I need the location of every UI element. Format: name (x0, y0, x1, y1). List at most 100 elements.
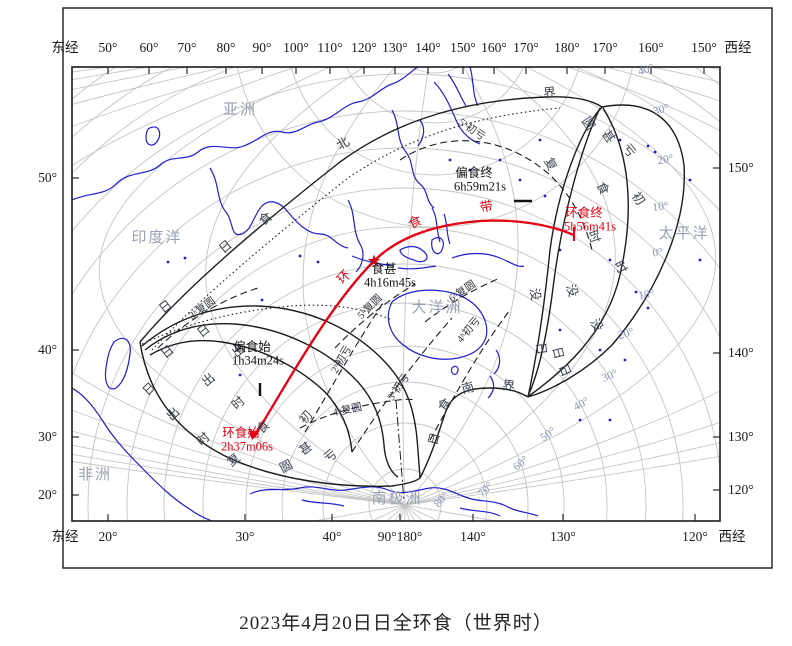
polar-meridian-ray (394, 504, 406, 521)
axis-label-top: 80° (217, 40, 236, 55)
annular-central-line (255, 219, 575, 435)
axis-label-top: 东经 (52, 40, 79, 55)
meridian-curve (72, 67, 406, 506)
australia-coastline (387, 289, 488, 360)
sunrise-oval-innermost (149, 339, 353, 453)
curve-character: 食 (435, 395, 455, 414)
curve-character: 界 (543, 85, 557, 100)
caspian-lake (145, 126, 161, 146)
axis-label-right: 140° (728, 345, 754, 360)
korea-coastline (417, 119, 425, 147)
axis-label-bottom: 120° (682, 529, 708, 544)
curve-character: 时 (585, 229, 602, 246)
geo-label: 亚洲 (223, 102, 257, 118)
sunset-oval-inner1 (527, 107, 601, 397)
first-contact-5h-curve (399, 140, 593, 251)
geo-label: 大洋洲 (411, 299, 462, 316)
polar-meridian-ray (311, 504, 406, 521)
sunrise-oval-inner (144, 323, 399, 478)
annular-band (249, 199, 575, 440)
sunrise-oval-outer (139, 305, 421, 487)
parallel-circle-north (237, 67, 633, 228)
graticule-degree-label: 40° (572, 395, 592, 413)
curve-character: 日 (426, 431, 443, 447)
parallel-circle (72, 67, 720, 175)
antarctica-coastline (249, 486, 539, 517)
meridian-curve (72, 67, 406, 506)
curve-character: 南 (460, 379, 476, 397)
meridian-curve (404, 67, 716, 506)
axis-label-top: 西经 (725, 40, 753, 55)
curve-character: 亏 (321, 447, 340, 466)
japan-islands (433, 67, 481, 145)
curve-character: 食 (406, 212, 425, 231)
first-contact-4h-curve (429, 309, 511, 441)
curve-character: 没 (587, 316, 606, 335)
eclipse-event-time: 2h37m06s (221, 440, 273, 454)
meridian-180-dashdot (395, 399, 405, 503)
axis-label-right: 120° (728, 482, 754, 497)
first-contact-2h-curve (304, 299, 386, 433)
eclipse-event-name: 偏食始 (233, 339, 271, 354)
curve-character: 日 (550, 345, 567, 361)
graticule-degree-label: 70° (476, 480, 496, 500)
meridian-curve (404, 67, 616, 506)
curve-character: 时 (229, 393, 248, 412)
contact-hour-label: 4ʰ初亏 (454, 314, 483, 345)
axis-label-top: 170° (592, 40, 618, 55)
india-seasia-coastline (209, 167, 349, 249)
graticule-degree-label: 40° (637, 62, 656, 79)
parallel-circle (72, 110, 720, 296)
curve-character: 圆 (277, 457, 295, 475)
curve-character: 北 (334, 134, 352, 153)
africa-coastline (72, 387, 213, 521)
first-contact-3h-curve (351, 317, 453, 453)
eclipse-limit-curves (139, 96, 686, 503)
polar-meridian-ray (371, 504, 406, 521)
china-coastline (391, 109, 435, 209)
meridian-curve (404, 67, 720, 506)
axis-label-top: 160° (638, 40, 664, 55)
axis-label-top: 130° (382, 40, 408, 55)
new-zealand-islands (487, 349, 501, 399)
polar-meridian-ray (404, 504, 499, 521)
polar-meridian-ray (386, 504, 406, 521)
hour-contact-dashed-curves (157, 140, 593, 453)
parallel-circle (72, 73, 720, 233)
eclipse-event-time: 1h34m24s (232, 354, 284, 368)
penumbra-dotted (141, 304, 393, 345)
meridian-curve (205, 67, 406, 506)
axis-label-top: 50° (99, 40, 118, 55)
map-title: 2023年4月20日日全环食（世界时） (239, 613, 553, 634)
graticule-degree-label: 20° (617, 326, 636, 342)
sunset-oval-right-edge (527, 104, 686, 398)
madagascar-island (104, 337, 131, 390)
curve-character: 日 (156, 297, 174, 316)
curve-character: 时 (194, 429, 213, 448)
eclipse-event-time: 4h16m45s (364, 276, 416, 290)
graticule-degree-label: 10° (652, 200, 670, 214)
meridian-curve (72, 67, 406, 506)
axis-label-top: 110° (317, 40, 342, 55)
parallel-circle (72, 147, 720, 378)
parallel-circle (322, 422, 488, 521)
axis-label-left: 30° (38, 429, 57, 444)
greatest-eclipse-star (367, 254, 381, 267)
polar-meridian-ray (404, 504, 439, 521)
last-contact-3h-curve (157, 287, 259, 349)
axis-label-bottom: 30° (236, 529, 255, 544)
figure-frame (62, 7, 773, 569)
eclipse-event-name: 偏食终 (455, 165, 493, 180)
graticule-degree-label: 0° (652, 246, 664, 259)
sunset-oval-left-edge (527, 106, 603, 398)
graticule-degree-label: 30° (600, 367, 620, 384)
axis-label-top: 180° (554, 40, 580, 55)
axis-ticks (72, 67, 720, 521)
meridian-curve (402, 67, 429, 506)
parallel-circle (281, 381, 529, 521)
indochina-coastline (347, 199, 364, 273)
curve-character: 带 (479, 198, 494, 215)
